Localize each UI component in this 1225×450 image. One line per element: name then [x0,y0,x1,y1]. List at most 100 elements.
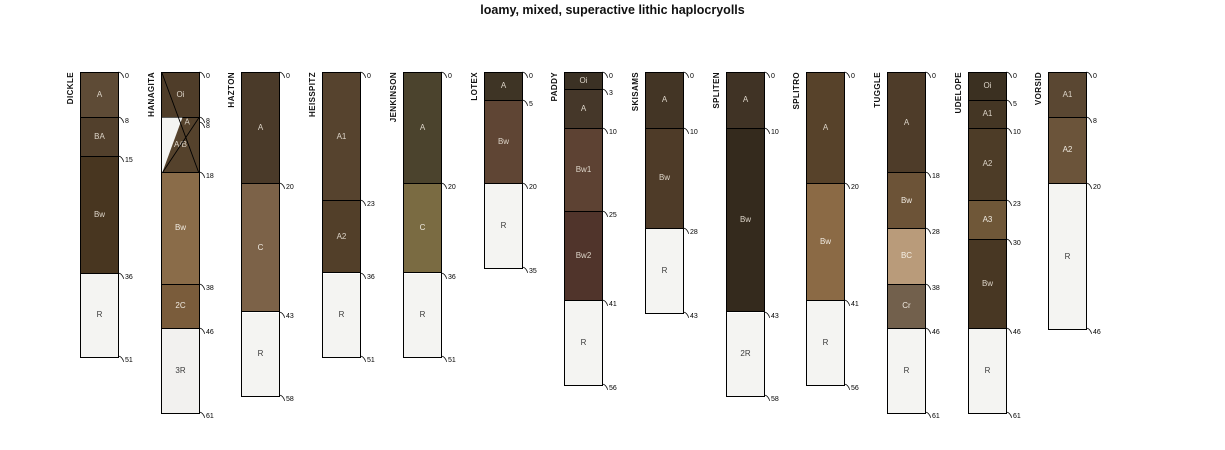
horizon-label: Bw2 [575,251,592,261]
depth-tick-value: 0 [286,73,290,80]
horizon-label: A [903,117,910,127]
tick-hook-icon [199,121,205,128]
horizon-bw: Bw [646,128,683,229]
horizon-label: A [580,103,587,113]
depth-tick-value: 30 [1013,240,1021,248]
horizon-a: A [242,73,279,185]
horizon-a1: A1 [969,100,1006,129]
depth-tick: 25 [602,210,617,220]
tick-hook-icon [1086,71,1092,78]
profile-column: A Bw R [645,72,684,314]
depth-tick: 51 [118,355,133,365]
horizon-label: Oi [176,89,185,99]
profile-name-label: SPLITEN [712,72,721,109]
profile-name-label: VORSID [1034,72,1043,106]
profile-dickle: DICKLE A BA Bw R 0 8 15 36 51 [66,71,133,364]
profile-skisams: SKISAMS A Bw R 0 10 28 43 [631,71,698,320]
horizon-label: A1 [982,109,993,119]
depth-tick-value: 5 [1013,100,1017,108]
profile-jenkinson: JENKINSON A C R 0 20 36 51 [389,71,456,364]
depth-tick: 38 [925,283,940,293]
horizon-r: R [485,184,522,268]
depth-tick-value: 58 [286,396,294,404]
horizon-oi: Oi [565,73,602,90]
horizon-label: A3 [982,215,993,225]
profile-column: A Bw R [806,72,845,386]
horizon-a1: A1 [1049,73,1086,118]
depth-tick-value: 20 [448,184,456,192]
horizon-label: A [419,123,426,133]
depth-tick-value: 0 [367,73,371,80]
horizon-ba: BA [81,117,118,157]
depth-tick-value: 10 [1013,128,1021,136]
tick-hook-icon [925,71,931,78]
depth-tick-value: 51 [448,357,456,365]
horizon-a: A [888,73,925,174]
horizon-a: A [646,73,683,129]
horizon-label: Bw [497,137,510,147]
horizon-label: A2 [982,159,993,169]
depth-tick-value: 8 [206,123,210,131]
tick-hook-icon [764,311,770,318]
tick-hook-icon [118,355,124,362]
tick-hook-icon [522,183,528,190]
depth-tick-value: 10 [690,128,698,136]
horizon-label: R [257,349,264,359]
tick-hook-icon [279,394,285,401]
depth-tick-value: 3 [609,89,613,97]
profile-name-label: UDELOPE [954,72,963,114]
depth-tick-value: 46 [1093,329,1101,337]
depth-tick: 8 [118,116,129,126]
horizon-r: R [807,301,844,385]
horizon-bw: Bw [81,156,118,274]
horizon-a2: A2 [1049,117,1086,185]
depth-tick-value: 56 [851,384,859,392]
depth-tick-value: 10 [771,128,779,136]
chart-title: loamy, mixed, superactive lithic haplocr… [480,3,745,17]
horizon-label: A1 [336,131,347,141]
horizon-label: A1 [1062,89,1073,99]
depth-tick: 20 [441,182,456,192]
depth-tick: 3 [602,88,613,98]
depth-tick-value: 0 [932,73,936,80]
profile-paddy: PADDY Oi A Bw1 Bw2 R 0 3 10 25 41 56 [550,71,617,392]
tick-hook-icon [199,116,205,123]
tick-hook-icon [1006,327,1012,335]
depth-tick-value: 0 [529,73,533,80]
depth-tick: 46 [925,327,940,337]
horizon-label: R [822,338,829,348]
tick-hook-icon [279,183,285,190]
depth-tick-value: 61 [932,412,940,420]
horizon-a2: A2 [323,201,360,274]
depth-tick-value: 41 [851,301,859,309]
depth-tick: 43 [279,311,294,321]
tick-hook-icon [199,327,205,335]
horizon-r: R [565,301,602,385]
depth-tick: 36 [360,272,375,282]
depth-tick: 0 [602,71,613,81]
depth-tick: 56 [844,383,859,393]
profile-column: Oi A1 A2 A3 Bw R [968,72,1007,414]
depth-tick-value: 28 [690,229,698,236]
depth-tick-value: 38 [206,284,214,292]
depth-tick: 35 [522,266,537,276]
depth-tick-value: 35 [529,268,537,275]
horizon-2c: 2C [162,284,199,330]
horizon-a: A [81,73,118,118]
tick-hook-icon [925,411,931,418]
tick-hook-icon [1006,71,1012,78]
horizon-label: Bw [93,209,106,219]
horizon-label: A [257,123,264,133]
horizon-bw: Bw [485,100,522,185]
profile-name-label: HEISSPITZ [308,72,317,117]
depth-tick-value: 8 [206,117,210,125]
tick-hook-icon [925,227,931,234]
tick-hook-icon [279,71,285,78]
horizon-a3: A3 [969,201,1006,241]
horizon-label: A [500,81,507,91]
depth-tick-value: 20 [286,184,294,192]
tick-hook-icon [441,272,447,279]
profile-spliten: SPLITEN A Bw 2R 0 10 43 58 [712,71,779,403]
horizon-label: R [96,310,103,320]
tick-hook-icon [844,383,850,390]
